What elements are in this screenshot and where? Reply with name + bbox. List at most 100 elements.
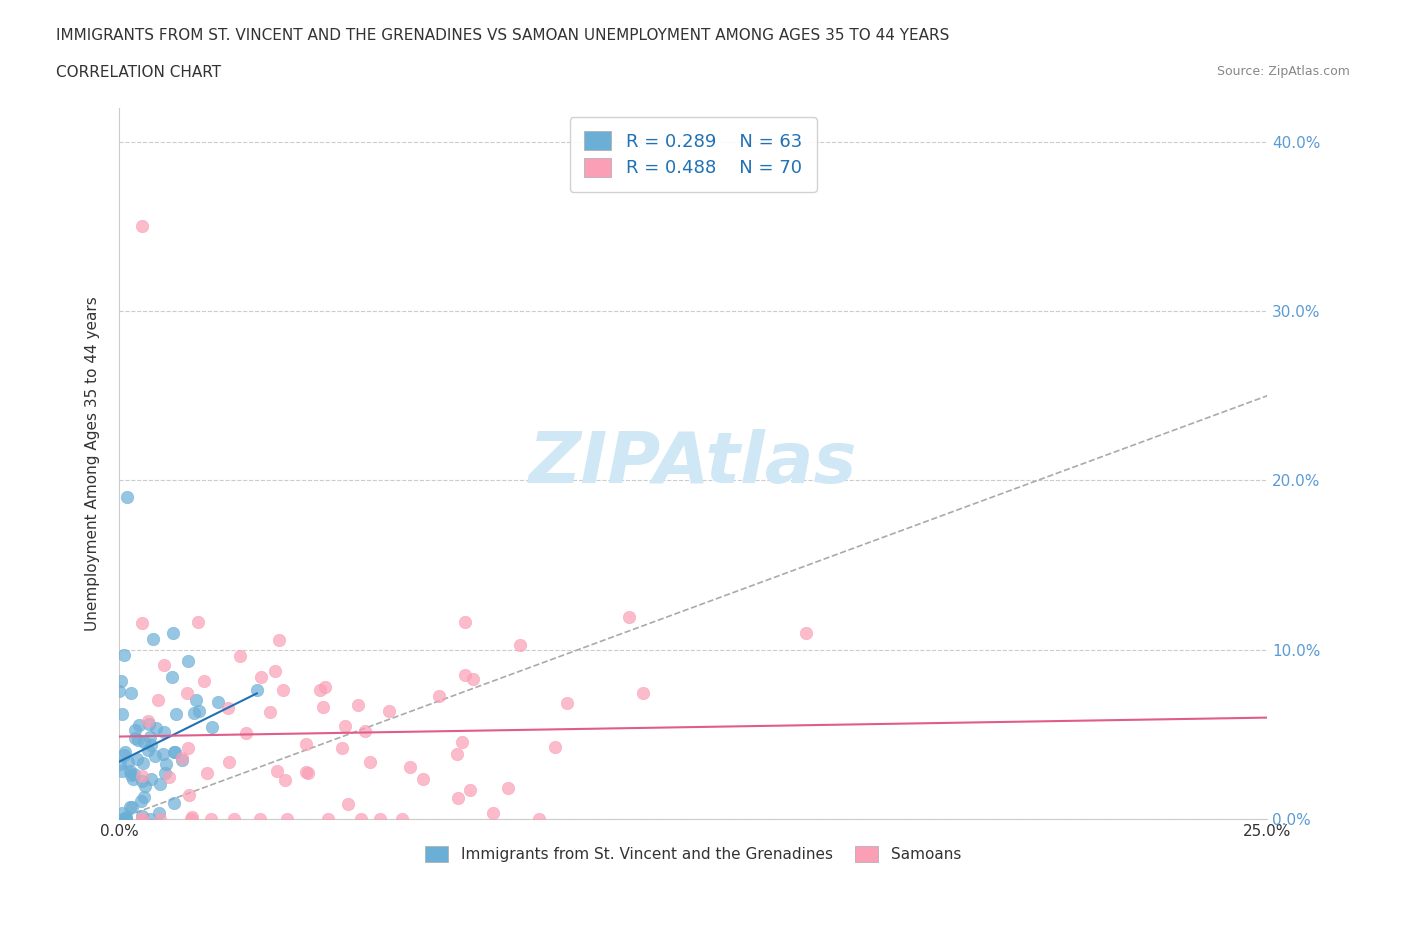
Point bbox=[295, 737, 318, 751]
Point bbox=[114, 745, 136, 760]
Point bbox=[544, 740, 567, 755]
Point bbox=[184, 693, 207, 708]
Point bbox=[201, 720, 224, 735]
Point bbox=[131, 774, 153, 789]
Point bbox=[128, 718, 150, 733]
Point bbox=[111, 811, 134, 826]
Point bbox=[170, 751, 193, 765]
Point bbox=[347, 698, 370, 712]
Point bbox=[295, 764, 318, 779]
Point bbox=[112, 748, 135, 763]
Point bbox=[121, 800, 143, 815]
Point bbox=[148, 805, 170, 820]
Point bbox=[399, 760, 422, 775]
Point bbox=[195, 765, 218, 780]
Point bbox=[335, 718, 357, 733]
Point bbox=[124, 731, 146, 746]
Point bbox=[157, 770, 180, 785]
Point bbox=[314, 679, 336, 694]
Point bbox=[263, 664, 285, 679]
Point bbox=[139, 811, 162, 826]
Point bbox=[391, 811, 413, 826]
Point bbox=[162, 625, 184, 640]
Legend: Immigrants from St. Vincent and the Grenadines, Samoans: Immigrants from St. Vincent and the Gren… bbox=[419, 840, 967, 868]
Point bbox=[446, 747, 468, 762]
Point bbox=[108, 756, 131, 771]
Text: Source: ZipAtlas.com: Source: ZipAtlas.com bbox=[1216, 65, 1350, 78]
Point bbox=[412, 772, 434, 787]
Point bbox=[359, 754, 381, 769]
Point bbox=[111, 764, 134, 778]
Point bbox=[112, 647, 135, 662]
Point bbox=[148, 811, 170, 826]
Point bbox=[122, 767, 145, 782]
Point bbox=[200, 811, 222, 826]
Point bbox=[181, 809, 204, 824]
Point bbox=[619, 610, 641, 625]
Point bbox=[183, 705, 205, 720]
Point bbox=[120, 768, 142, 783]
Point bbox=[450, 735, 472, 750]
Point bbox=[177, 653, 200, 668]
Point bbox=[368, 811, 391, 826]
Point bbox=[249, 811, 271, 826]
Point bbox=[246, 683, 269, 698]
Y-axis label: Unemployment Among Ages 35 to 44 years: Unemployment Among Ages 35 to 44 years bbox=[86, 296, 100, 631]
Point bbox=[224, 811, 246, 826]
Point bbox=[207, 695, 229, 710]
Point bbox=[111, 805, 134, 820]
Point bbox=[139, 737, 162, 752]
Text: CORRELATION CHART: CORRELATION CHART bbox=[56, 65, 221, 80]
Point bbox=[276, 811, 298, 826]
Text: ZIPAtlas: ZIPAtlas bbox=[529, 429, 858, 498]
Point bbox=[165, 745, 187, 760]
Point bbox=[115, 490, 138, 505]
Point bbox=[149, 777, 172, 791]
Point bbox=[454, 667, 477, 682]
Point bbox=[318, 811, 340, 826]
Point bbox=[228, 648, 250, 663]
Point bbox=[218, 754, 240, 769]
Point bbox=[330, 741, 353, 756]
Point bbox=[127, 751, 149, 766]
Point bbox=[155, 756, 177, 771]
Point bbox=[131, 808, 153, 823]
Point bbox=[187, 615, 209, 630]
Point bbox=[131, 616, 153, 631]
Point bbox=[145, 721, 167, 736]
Point bbox=[350, 811, 373, 826]
Point bbox=[235, 725, 257, 740]
Point bbox=[308, 683, 330, 698]
Point bbox=[131, 768, 153, 783]
Point bbox=[141, 771, 163, 786]
Point bbox=[527, 811, 550, 826]
Point bbox=[142, 631, 165, 646]
Point bbox=[259, 705, 281, 720]
Text: IMMIGRANTS FROM ST. VINCENT AND THE GRENADINES VS SAMOAN UNEMPLOYMENT AMONG AGES: IMMIGRANTS FROM ST. VINCENT AND THE GREN… bbox=[56, 28, 949, 43]
Point bbox=[124, 723, 146, 737]
Point bbox=[427, 688, 450, 703]
Point bbox=[273, 772, 295, 787]
Point bbox=[496, 780, 519, 795]
Point bbox=[131, 811, 153, 826]
Point bbox=[136, 713, 159, 728]
Point bbox=[453, 614, 475, 629]
Point bbox=[136, 743, 159, 758]
Point bbox=[143, 749, 166, 764]
Point bbox=[179, 788, 201, 803]
Point bbox=[138, 730, 160, 745]
Point bbox=[170, 752, 193, 767]
Point bbox=[482, 805, 505, 820]
Point bbox=[163, 795, 186, 810]
Point bbox=[163, 745, 186, 760]
Point bbox=[134, 778, 156, 793]
Point bbox=[378, 703, 401, 718]
Point bbox=[297, 765, 319, 780]
Point bbox=[115, 811, 138, 826]
Point bbox=[354, 724, 377, 738]
Point bbox=[110, 673, 132, 688]
Point bbox=[132, 756, 155, 771]
Point bbox=[111, 706, 134, 721]
Point bbox=[447, 790, 470, 805]
Point bbox=[176, 685, 198, 700]
